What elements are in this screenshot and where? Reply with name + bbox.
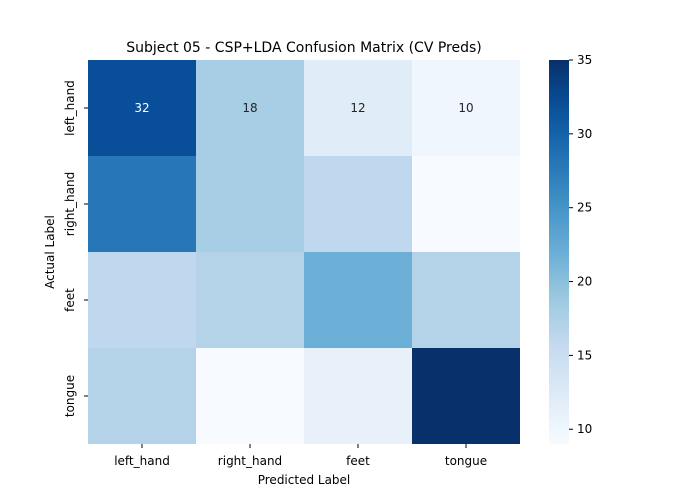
heatmap-cell [88,348,196,444]
heatmap-cell [304,156,412,252]
heatmap-cell [304,60,412,156]
heatmap-cell [196,252,304,348]
heatmap-cell [88,252,196,348]
cell-value-label: 10 [458,101,473,115]
x-axis-label: Predicted Label [258,473,351,487]
x-tick-label: tongue [445,454,487,468]
x-axis-ticks: left_hand right_hand feet tongue [114,444,487,468]
heatmap-cell [196,348,304,444]
x-tick-label: feet [346,454,370,468]
colorbar-tick-label: 10 [577,422,592,436]
heatmap-cell [88,60,196,156]
y-tick-label: feet [63,288,77,312]
colorbar-tick-label: 20 [577,275,592,289]
heatmap-cell [412,348,520,444]
heatmap-cell [196,156,304,252]
x-tick-label: left_hand [114,454,170,468]
heatmap-cell [304,348,412,444]
chart-title: Subject 05 - CSP+LDA Confusion Matrix (C… [126,40,482,56]
heatmap-cell [88,156,196,252]
heatmap-cell [304,252,412,348]
cell-value-label: 18 [242,101,257,115]
cell-value-label: 12 [350,101,365,115]
colorbar-tick-label: 15 [577,348,592,362]
heatmap-cell-labels: 32 18 12 10 [134,101,473,115]
x-tick-label: right_hand [218,454,282,468]
heatmap-cell [412,156,520,252]
heatmap-cell [196,60,304,156]
y-axis-label: Actual Label [43,215,57,289]
colorbar-tick-label: 35 [577,53,592,67]
colorbar-tick-label: 25 [577,201,592,215]
colorbar-tick-label: 30 [577,127,592,141]
heatmap-cell [412,252,520,348]
cell-value-label: 32 [134,101,149,115]
y-tick-label: tongue [63,375,77,417]
y-tick-label: left_hand [63,80,77,136]
colorbar [549,60,569,444]
y-tick-label: right_hand [63,172,77,236]
heatmap-cells [88,60,520,444]
heatmap-cell [412,60,520,156]
colorbar-ticks: 10 15 20 25 30 35 [569,53,592,436]
